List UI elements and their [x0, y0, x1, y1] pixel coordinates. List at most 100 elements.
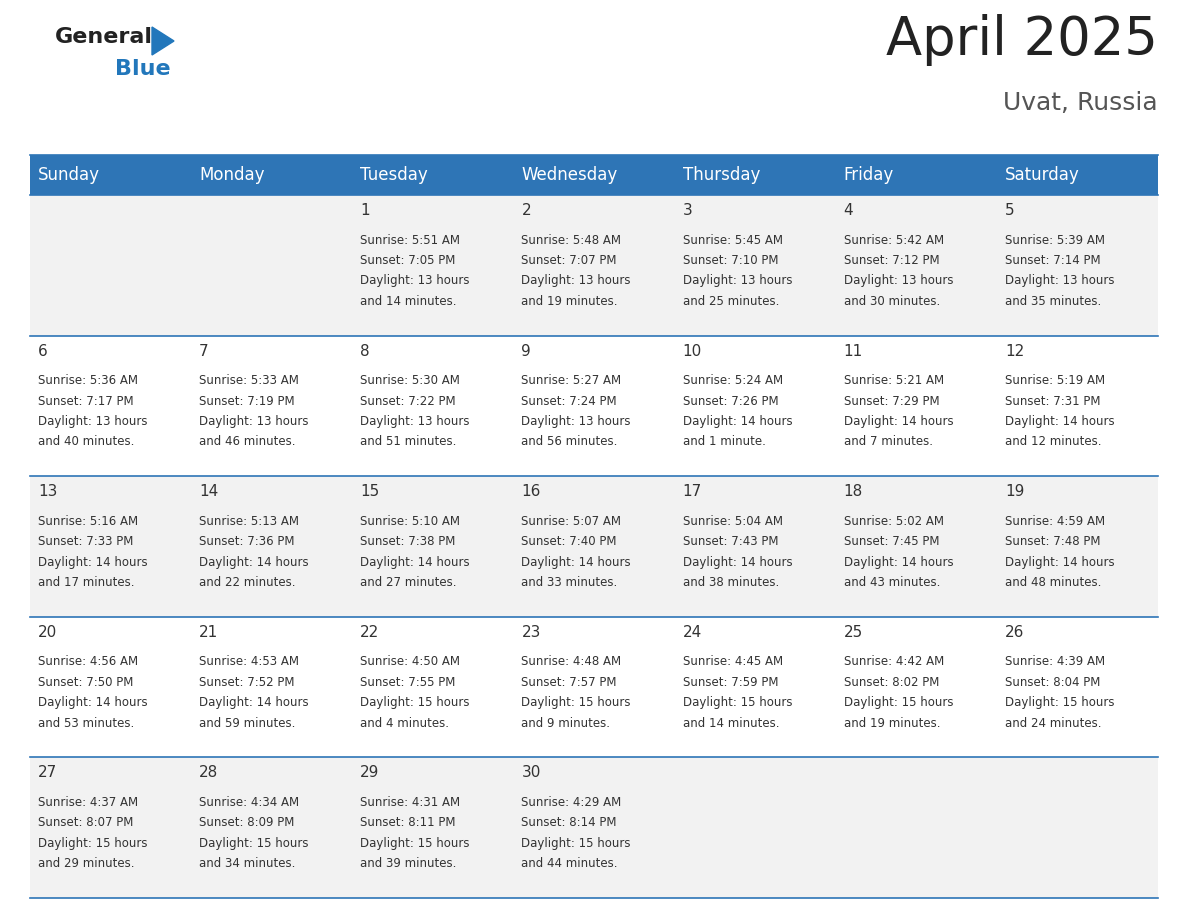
Text: Sunrise: 4:56 AM: Sunrise: 4:56 AM [38, 655, 138, 668]
Text: 26: 26 [1005, 625, 1024, 640]
Text: 6: 6 [38, 343, 48, 359]
Text: Sunrise: 5:36 AM: Sunrise: 5:36 AM [38, 375, 138, 387]
Text: Daylight: 15 hours: Daylight: 15 hours [360, 696, 469, 710]
Text: Sunset: 7:12 PM: Sunset: 7:12 PM [843, 254, 940, 267]
Text: Sunset: 7:45 PM: Sunset: 7:45 PM [843, 535, 940, 548]
Text: 14: 14 [200, 484, 219, 499]
Text: Sunset: 7:17 PM: Sunset: 7:17 PM [38, 395, 133, 408]
Text: Uvat, Russia: Uvat, Russia [1004, 91, 1158, 115]
Text: Tuesday: Tuesday [360, 166, 428, 184]
Text: 20: 20 [38, 625, 57, 640]
Text: Daylight: 15 hours: Daylight: 15 hours [522, 837, 631, 850]
Text: 10: 10 [683, 343, 702, 359]
Text: Sunset: 7:33 PM: Sunset: 7:33 PM [38, 535, 133, 548]
Text: Sunrise: 5:13 AM: Sunrise: 5:13 AM [200, 515, 299, 528]
Text: Daylight: 13 hours: Daylight: 13 hours [683, 274, 792, 287]
Text: and 14 minutes.: and 14 minutes. [683, 717, 779, 730]
Text: and 1 minute.: and 1 minute. [683, 435, 765, 448]
Text: Sunset: 8:09 PM: Sunset: 8:09 PM [200, 816, 295, 829]
Text: and 51 minutes.: and 51 minutes. [360, 435, 456, 448]
Text: Sunrise: 5:02 AM: Sunrise: 5:02 AM [843, 515, 943, 528]
Text: Sunset: 7:10 PM: Sunset: 7:10 PM [683, 254, 778, 267]
Text: and 46 minutes.: and 46 minutes. [200, 435, 296, 448]
Text: Sunrise: 4:37 AM: Sunrise: 4:37 AM [38, 796, 138, 809]
Text: 30: 30 [522, 766, 541, 780]
Text: 17: 17 [683, 484, 702, 499]
Text: 23: 23 [522, 625, 541, 640]
Text: Sunrise: 5:21 AM: Sunrise: 5:21 AM [843, 375, 943, 387]
Text: Sunrise: 4:39 AM: Sunrise: 4:39 AM [1005, 655, 1105, 668]
Text: and 27 minutes.: and 27 minutes. [360, 576, 456, 589]
Text: Sunrise: 5:30 AM: Sunrise: 5:30 AM [360, 375, 460, 387]
Text: 19: 19 [1005, 484, 1024, 499]
Bar [30, 476, 1158, 617]
Text: Daylight: 15 hours: Daylight: 15 hours [683, 696, 792, 710]
Text: and 22 minutes.: and 22 minutes. [200, 576, 296, 589]
Text: Sunrise: 5:48 AM: Sunrise: 5:48 AM [522, 233, 621, 247]
Text: and 59 minutes.: and 59 minutes. [200, 717, 296, 730]
Text: Sunset: 7:24 PM: Sunset: 7:24 PM [522, 395, 617, 408]
Bar [30, 336, 1158, 476]
Text: 5: 5 [1005, 203, 1015, 218]
Text: and 7 minutes.: and 7 minutes. [843, 435, 933, 448]
Text: 3: 3 [683, 203, 693, 218]
Text: Daylight: 14 hours: Daylight: 14 hours [200, 555, 309, 568]
Text: Sunset: 7:40 PM: Sunset: 7:40 PM [522, 535, 617, 548]
Text: 2: 2 [522, 203, 531, 218]
Text: 12: 12 [1005, 343, 1024, 359]
Text: Sunrise: 4:29 AM: Sunrise: 4:29 AM [522, 796, 621, 809]
Text: Sunset: 7:50 PM: Sunset: 7:50 PM [38, 676, 133, 688]
Text: Daylight: 14 hours: Daylight: 14 hours [200, 696, 309, 710]
Text: Sunset: 7:31 PM: Sunset: 7:31 PM [1005, 395, 1100, 408]
Text: Daylight: 15 hours: Daylight: 15 hours [38, 837, 147, 850]
Text: 9: 9 [522, 343, 531, 359]
Text: and 48 minutes.: and 48 minutes. [1005, 576, 1101, 589]
Text: and 33 minutes.: and 33 minutes. [522, 576, 618, 589]
Text: and 24 minutes.: and 24 minutes. [1005, 717, 1101, 730]
Text: and 44 minutes.: and 44 minutes. [522, 857, 618, 870]
Text: Sunset: 7:52 PM: Sunset: 7:52 PM [200, 676, 295, 688]
Text: Daylight: 13 hours: Daylight: 13 hours [522, 274, 631, 287]
Text: Sunset: 7:05 PM: Sunset: 7:05 PM [360, 254, 456, 267]
Text: and 56 minutes.: and 56 minutes. [522, 435, 618, 448]
Bar [30, 617, 1158, 757]
Text: Sunrise: 5:16 AM: Sunrise: 5:16 AM [38, 515, 138, 528]
Text: and 19 minutes.: and 19 minutes. [522, 295, 618, 308]
Text: Sunday: Sunday [38, 166, 100, 184]
Text: 22: 22 [360, 625, 379, 640]
Text: Daylight: 14 hours: Daylight: 14 hours [38, 555, 147, 568]
Text: Sunset: 8:14 PM: Sunset: 8:14 PM [522, 816, 617, 829]
Text: Sunset: 7:38 PM: Sunset: 7:38 PM [360, 535, 456, 548]
Text: Daylight: 14 hours: Daylight: 14 hours [843, 555, 953, 568]
Text: Sunrise: 5:10 AM: Sunrise: 5:10 AM [360, 515, 460, 528]
Text: Sunset: 8:04 PM: Sunset: 8:04 PM [1005, 676, 1100, 688]
Text: Sunset: 7:26 PM: Sunset: 7:26 PM [683, 395, 778, 408]
Text: Daylight: 14 hours: Daylight: 14 hours [1005, 415, 1114, 428]
Text: Saturday: Saturday [1005, 166, 1080, 184]
Text: Daylight: 15 hours: Daylight: 15 hours [843, 696, 953, 710]
Text: and 38 minutes.: and 38 minutes. [683, 576, 779, 589]
Text: Sunset: 7:29 PM: Sunset: 7:29 PM [843, 395, 940, 408]
Text: Daylight: 13 hours: Daylight: 13 hours [522, 415, 631, 428]
Text: and 34 minutes.: and 34 minutes. [200, 857, 296, 870]
Text: and 25 minutes.: and 25 minutes. [683, 295, 779, 308]
Text: Friday: Friday [843, 166, 893, 184]
Text: Daylight: 15 hours: Daylight: 15 hours [1005, 696, 1114, 710]
Text: Sunrise: 5:04 AM: Sunrise: 5:04 AM [683, 515, 783, 528]
Text: Sunrise: 5:39 AM: Sunrise: 5:39 AM [1005, 233, 1105, 247]
Text: Daylight: 14 hours: Daylight: 14 hours [38, 696, 147, 710]
Text: Sunrise: 4:53 AM: Sunrise: 4:53 AM [200, 655, 299, 668]
Text: and 39 minutes.: and 39 minutes. [360, 857, 456, 870]
Text: 25: 25 [843, 625, 862, 640]
Text: Daylight: 13 hours: Daylight: 13 hours [360, 415, 469, 428]
Text: Sunset: 7:55 PM: Sunset: 7:55 PM [360, 676, 456, 688]
Text: 28: 28 [200, 766, 219, 780]
Polygon shape [152, 27, 173, 55]
Text: Sunset: 7:57 PM: Sunset: 7:57 PM [522, 676, 617, 688]
Text: 1: 1 [360, 203, 369, 218]
Text: Sunrise: 5:07 AM: Sunrise: 5:07 AM [522, 515, 621, 528]
Text: and 17 minutes.: and 17 minutes. [38, 576, 134, 589]
Text: Sunset: 7:14 PM: Sunset: 7:14 PM [1005, 254, 1100, 267]
Text: Sunrise: 5:45 AM: Sunrise: 5:45 AM [683, 233, 783, 247]
Text: and 30 minutes.: and 30 minutes. [843, 295, 940, 308]
